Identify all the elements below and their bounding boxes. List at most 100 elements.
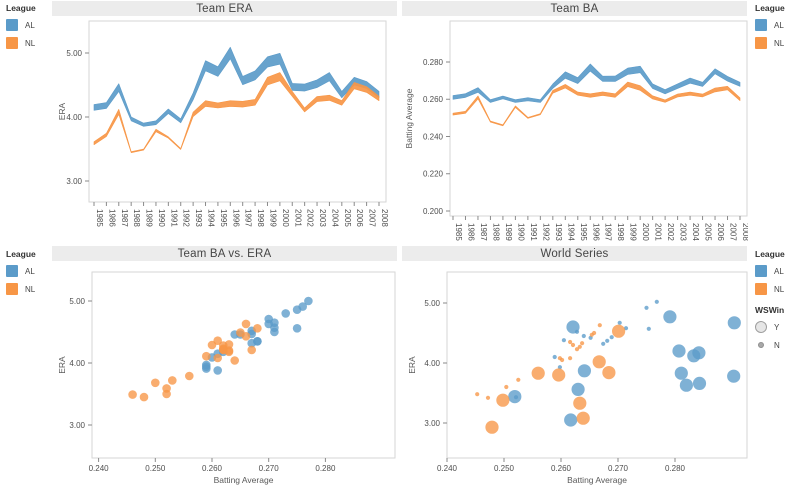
data-point[interactable] — [241, 332, 251, 341]
data-point[interactable] — [516, 377, 521, 382]
data-point[interactable] — [570, 342, 576, 348]
al-wswin-n-points[interactable] — [513, 299, 659, 400]
data-point[interactable] — [623, 326, 629, 331]
data-point[interactable] — [508, 390, 522, 404]
data-point[interactable] — [568, 356, 573, 361]
x-tick-label: 1998 — [256, 209, 265, 227]
nl-wswin-n-points[interactable] — [475, 323, 602, 400]
data-point[interactable] — [552, 368, 566, 382]
data-point[interactable] — [576, 411, 590, 425]
data-point[interactable] — [646, 326, 651, 331]
data-point[interactable] — [581, 333, 586, 339]
world-series-title-bar: World Series — [402, 246, 747, 261]
legend-item-al[interactable]: AL — [755, 265, 800, 277]
world-series-plot[interactable]: 5.00 4.00 3.00 ERA 0.240 0.250 0.260 0.270 0.280… — [402, 263, 748, 491]
data-point[interactable] — [168, 376, 177, 385]
data-point[interactable] — [564, 413, 578, 427]
data-point[interactable] — [674, 366, 688, 380]
nl-band[interactable] — [93, 72, 380, 153]
data-point[interactable] — [475, 392, 480, 397]
data-point[interactable] — [672, 344, 686, 358]
data-point[interactable] — [561, 338, 566, 343]
data-point[interactable] — [213, 366, 222, 375]
al-band[interactable] — [93, 46, 380, 127]
legend-item-al[interactable]: AL — [6, 265, 53, 277]
data-point[interactable] — [504, 384, 509, 390]
legend-item-wswin-no[interactable]: N — [755, 339, 800, 351]
data-point[interactable] — [692, 346, 706, 360]
data-point[interactable] — [566, 320, 580, 334]
data-point[interactable] — [128, 390, 137, 399]
data-point[interactable] — [185, 371, 194, 381]
data-point[interactable] — [552, 354, 557, 360]
legend-item-nl[interactable]: NL — [755, 37, 800, 49]
legend-item-nl[interactable]: NL — [6, 283, 53, 295]
data-point[interactable] — [580, 341, 585, 346]
data-point[interactable] — [727, 369, 741, 383]
data-point[interactable] — [663, 310, 677, 324]
data-point[interactable] — [654, 299, 659, 304]
data-point[interactable] — [612, 324, 626, 338]
data-point[interactable] — [241, 319, 251, 329]
data-point[interactable] — [292, 324, 302, 333]
data-point[interactable] — [574, 347, 580, 352]
data-point[interactable] — [577, 344, 582, 349]
legend-item-al[interactable]: AL — [755, 19, 800, 31]
data-point[interactable] — [573, 396, 587, 410]
nl-legend-label: NL — [774, 284, 785, 294]
data-point[interactable] — [264, 319, 273, 329]
data-point[interactable] — [162, 389, 171, 399]
data-point[interactable] — [213, 353, 222, 363]
ba-vs-era-plot[interactable]: 5.00 4.00 3.00 ERA 0.240 0.250 0.260 0.270 0.280… — [52, 263, 398, 491]
data-point[interactable] — [298, 302, 307, 311]
data-point[interactable] — [253, 337, 262, 346]
data-point[interactable] — [692, 376, 707, 390]
data-point[interactable] — [571, 382, 585, 396]
data-point[interactable] — [609, 335, 614, 340]
data-point[interactable] — [644, 305, 649, 310]
data-point[interactable] — [531, 366, 545, 380]
nl-band[interactable] — [452, 81, 741, 127]
al-points[interactable] — [202, 296, 313, 375]
data-point[interactable] — [727, 316, 741, 330]
al-wswin-y-points[interactable] — [508, 310, 741, 427]
data-point[interactable] — [485, 420, 499, 434]
data-point[interactable] — [601, 341, 606, 346]
data-point[interactable] — [557, 365, 562, 370]
plot-border — [446, 271, 748, 459]
data-point[interactable] — [253, 324, 262, 333]
data-point[interactable] — [139, 392, 149, 402]
data-point[interactable] — [617, 320, 622, 325]
data-point[interactable] — [202, 351, 211, 361]
data-point[interactable] — [247, 345, 256, 355]
data-point[interactable] — [568, 339, 573, 345]
data-point[interactable] — [270, 327, 279, 337]
data-point[interactable] — [207, 340, 217, 350]
legend-item-al[interactable]: AL — [6, 19, 53, 31]
data-point[interactable] — [230, 356, 239, 365]
data-point[interactable] — [605, 338, 610, 343]
data-point[interactable] — [679, 378, 693, 392]
data-point[interactable] — [592, 355, 606, 369]
legend-item-wswin-yes[interactable]: Y — [755, 321, 800, 333]
data-point[interactable] — [224, 340, 234, 349]
data-point[interactable] — [496, 393, 510, 407]
data-point[interactable] — [202, 362, 211, 371]
data-point[interactable] — [602, 366, 616, 380]
data-point[interactable] — [151, 378, 160, 388]
data-point[interactable] — [304, 296, 313, 306]
al-band[interactable] — [452, 63, 741, 103]
team-ba-plot[interactable]: 0.280 0.260 0.240 0.220 0.200 Batting Average… — [402, 17, 748, 243]
data-point[interactable] — [577, 364, 591, 378]
data-point[interactable] — [219, 345, 228, 354]
legend-item-nl[interactable]: NL — [6, 37, 53, 49]
legend-item-nl[interactable]: NL — [755, 283, 800, 295]
data-point[interactable] — [281, 309, 290, 318]
nl-wswin-y-points[interactable] — [485, 324, 626, 434]
data-point[interactable] — [485, 395, 491, 400]
data-point[interactable] — [597, 323, 602, 328]
data-point[interactable] — [592, 330, 597, 336]
nl-points[interactable] — [128, 319, 262, 402]
data-point[interactable] — [560, 357, 565, 363]
